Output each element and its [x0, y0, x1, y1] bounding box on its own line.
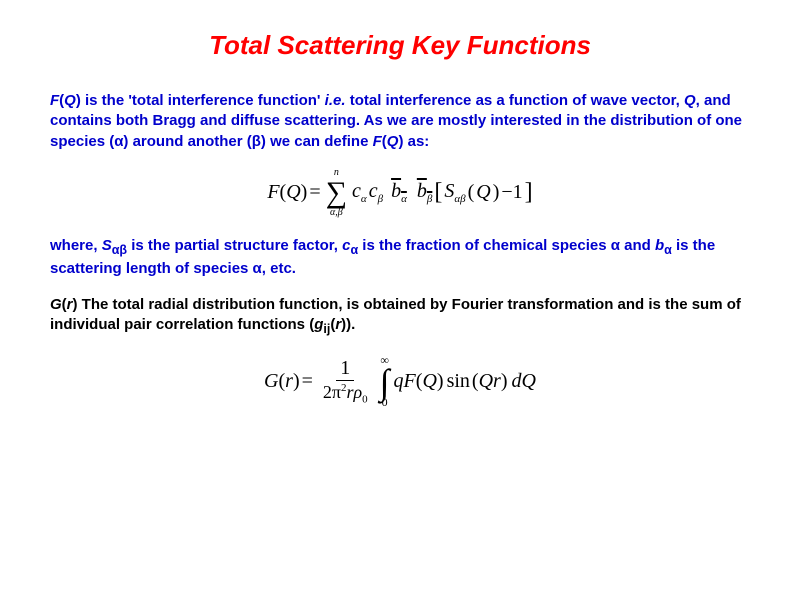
equals-sign: = — [302, 370, 313, 393]
page-title: Total Scattering Key Functions — [40, 30, 760, 61]
eq2-dq: dQ — [511, 370, 535, 393]
right-bracket: ] — [525, 179, 533, 206]
minus-one: −1 — [501, 181, 522, 204]
eq2-lhs: G(r) — [264, 370, 300, 393]
left-bracket: [ — [434, 179, 442, 206]
sin-argument: (Qr) — [472, 370, 508, 393]
equation-fq: F(Q) = n ∑ α,β cα cβ bα bβ [ Sαβ (Q) −1 … — [40, 168, 760, 218]
paragraph-fq-definition: F(Q) is the 'total interference function… — [50, 91, 750, 152]
paragraph-gr-definition: G(r) The total radial distribution funct… — [50, 295, 750, 338]
sin-function: sin — [447, 370, 470, 393]
eq2-integrand-qfq: qF(Q) — [394, 370, 444, 393]
equation-gr: G(r) = 1 2π2rρ0 ∞ ∫ 0 qF(Q) sin (Qr) dQ — [40, 354, 760, 408]
fraction: 1 2π2rρ0 — [319, 357, 372, 406]
eq1-s-alphabeta: Sαβ — [444, 180, 465, 205]
summation-symbol: n ∑ α,β — [326, 168, 347, 218]
eq1-coeff-c-alpha: cα — [352, 180, 367, 205]
paragraph-where-clause: where, Sαβ is the partial structure fact… — [50, 236, 750, 279]
eq1-b-alpha-bar: bα — [391, 180, 407, 205]
eq1-b-beta-bar: bβ — [417, 180, 432, 205]
integral-symbol: ∞ ∫ 0 — [380, 354, 390, 408]
eq1-lhs: F(Q) — [267, 181, 307, 204]
eq1-coeff-c-beta: cβ — [369, 180, 383, 205]
equals-sign: = — [309, 181, 320, 204]
